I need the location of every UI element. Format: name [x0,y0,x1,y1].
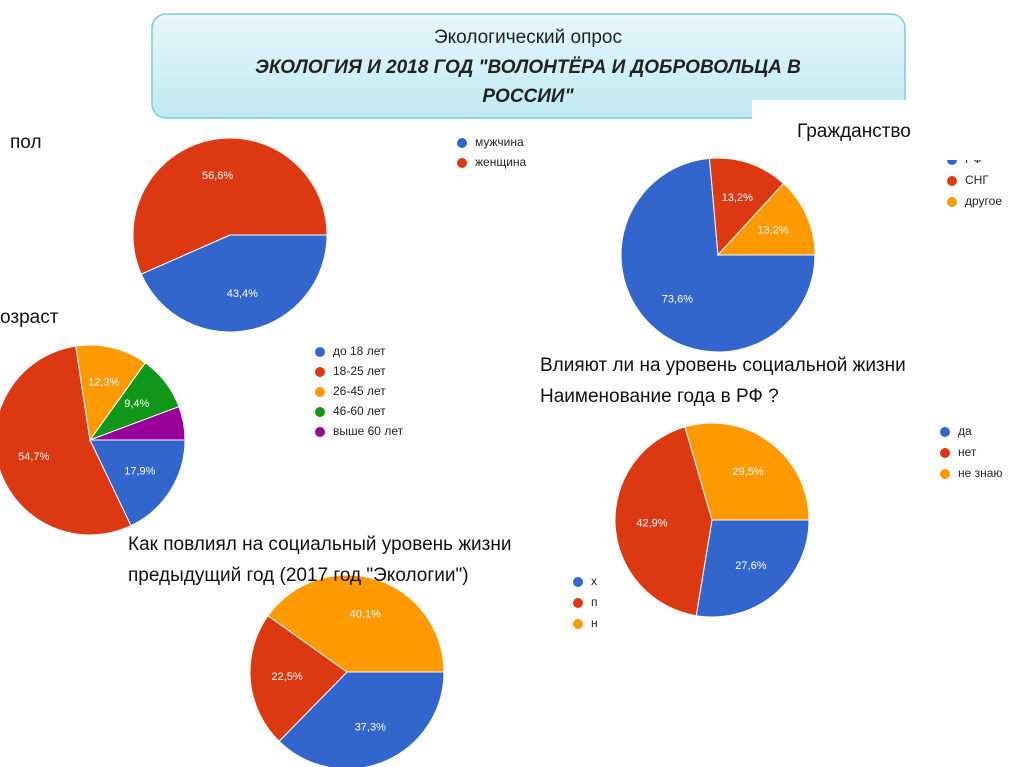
pie-slice [89,439,186,527]
pie-slice [684,422,810,521]
slice-label: 37,3% [355,721,386,733]
pie-slice [0,345,132,536]
legend-marker [457,138,467,148]
legend-label: мужчина [475,135,524,149]
slice-label: 17,9% [124,465,155,477]
chart-title: Влияют ли на уровень социальной жизни [540,355,906,376]
legend-marker [573,619,583,629]
legend-label: х [591,574,597,588]
legend-marker [457,158,467,168]
pie-slice [278,671,445,767]
legend-label: 18-25 лет [333,364,386,378]
chart-title: предыдущий год (2017 год "Экологии") [128,565,469,586]
legend-label: н [591,616,598,630]
pie-slice [716,182,816,256]
legend-marker [940,469,950,479]
slice-label: 73,6% [662,293,693,305]
legend-marker [315,367,325,377]
legend-label: СНГ [965,173,989,187]
pie-slice [132,137,328,275]
pie-slice [89,406,186,441]
slice-label: 42,9% [636,517,667,529]
legend-marker [947,197,957,207]
header-title: РОССИИ" [482,86,574,107]
legend-label: выше 60 лет [333,424,404,438]
chart-title: пол [10,132,42,153]
slice-label: 22,5% [271,671,302,683]
pie-slice [140,234,328,333]
pie-slice [267,574,445,673]
chart-title: Гражданство [797,121,911,142]
legend-label: не знаю [958,466,1002,480]
pie-slice [614,426,713,617]
legend-marker [947,176,957,186]
slice-label: 9,4% [124,398,149,410]
slice-label: 56,6% [202,170,233,182]
legend-marker [315,347,325,357]
pie-slice [708,157,785,257]
legend-label: другое [965,194,1002,208]
legend-marker [940,448,950,458]
header-title: Экологический опрос [434,27,622,48]
slice-label: 43,4% [227,288,258,300]
pie-slice [695,519,810,618]
legend-marker [573,598,583,608]
legend-label: до 18 лет [333,344,386,358]
legend-label: 26-45 лет [333,384,386,398]
slice-label: 27,6% [735,560,766,572]
legend-label: женщина [475,155,527,169]
legend-label: нет [958,445,977,459]
slice-label: 29,5% [733,466,764,478]
cover [752,100,1024,160]
legend-marker [315,387,325,397]
pie-slice [75,344,147,442]
legend-marker [315,427,325,437]
chart-title: озраст [0,307,59,328]
slice-label: 54,7% [18,451,49,463]
slice-label: 13,2% [757,225,788,237]
legend-label: да [958,424,972,438]
legend-marker [573,577,583,587]
header-title: ЭКОЛОГИЯ И 2018 ГОД "ВОЛОНТЁРА И ДОБРОВО… [255,57,801,78]
legend-marker [315,407,325,417]
chart-title: Как повлиял на социальный уровень жизни [128,534,511,555]
legend-marker [940,427,950,437]
slice-label: 13,2% [722,192,753,204]
chart-title: Наименование года в РФ ? [540,386,779,407]
slice-label: 12,3% [88,377,119,389]
header-box [151,13,906,119]
slice-label: 40,1% [350,609,381,621]
pie-slice [249,614,348,742]
legend-label: п [591,595,598,609]
legend-label: 46-60 лет [333,404,386,418]
